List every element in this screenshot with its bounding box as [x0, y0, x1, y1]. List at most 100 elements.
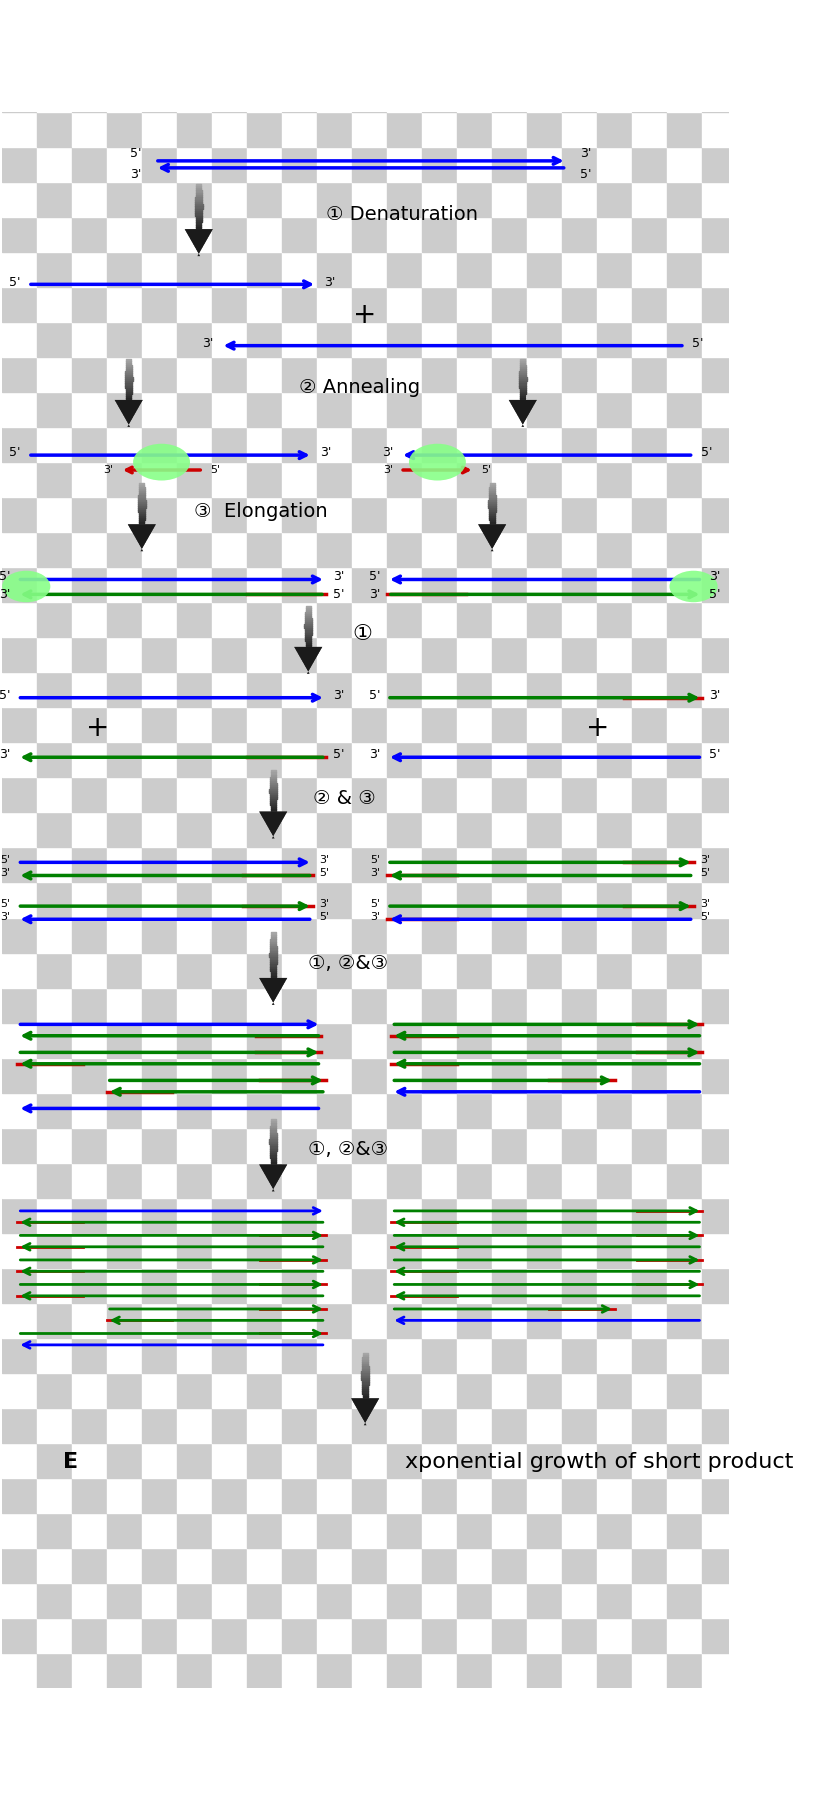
Bar — [212, 252, 247, 286]
Bar — [632, 1127, 667, 1163]
Bar — [702, 812, 737, 848]
Polygon shape — [259, 812, 287, 835]
Bar — [492, 182, 527, 218]
Bar — [562, 1618, 598, 1652]
Bar — [667, 567, 702, 603]
Bar — [317, 1408, 352, 1444]
Bar — [632, 1233, 667, 1267]
Bar — [422, 882, 457, 918]
Bar — [37, 1127, 71, 1163]
Bar — [632, 182, 667, 218]
Polygon shape — [353, 1400, 378, 1404]
Bar — [37, 1197, 71, 1233]
Bar — [177, 182, 212, 218]
Bar — [527, 1514, 562, 1548]
Bar — [247, 637, 282, 673]
Bar — [702, 1582, 737, 1618]
Bar — [598, 252, 632, 286]
Bar — [2, 1058, 37, 1093]
Bar — [352, 182, 387, 218]
Bar — [37, 1303, 71, 1337]
Bar — [562, 1233, 598, 1267]
Polygon shape — [521, 421, 525, 425]
Bar — [667, 427, 702, 463]
Bar — [2, 1478, 37, 1514]
Bar — [212, 848, 247, 882]
Bar — [598, 1444, 632, 1478]
Bar — [212, 1058, 247, 1093]
Bar — [71, 112, 107, 148]
Bar — [492, 77, 527, 112]
Bar — [527, 567, 562, 603]
Polygon shape — [120, 409, 138, 410]
Text: ② & ③: ② & ③ — [313, 790, 375, 808]
Bar — [702, 1444, 737, 1478]
Bar — [107, 148, 142, 182]
Bar — [598, 1582, 632, 1618]
Bar — [632, 497, 667, 533]
Bar — [282, 1444, 317, 1478]
Text: ③  Elongation: ③ Elongation — [194, 502, 328, 522]
Bar — [598, 392, 632, 427]
Bar — [632, 1373, 667, 1408]
Bar — [177, 1337, 212, 1373]
Bar — [492, 952, 527, 988]
Bar — [422, 1233, 457, 1267]
Bar — [492, 1058, 527, 1093]
Bar — [177, 427, 212, 463]
Bar — [177, 1478, 212, 1514]
Bar — [387, 218, 422, 252]
Bar — [457, 1478, 492, 1514]
Bar — [387, 1022, 422, 1058]
Bar — [71, 778, 107, 812]
Bar — [212, 812, 247, 848]
Bar — [247, 1408, 282, 1444]
Bar — [2, 148, 37, 182]
Bar — [527, 673, 562, 707]
Bar — [317, 463, 352, 497]
Bar — [212, 182, 247, 218]
Bar — [71, 1163, 107, 1197]
Bar — [107, 812, 142, 848]
Bar — [598, 322, 632, 356]
Bar — [667, 112, 702, 148]
Bar — [527, 952, 562, 988]
Bar — [457, 112, 492, 148]
Bar — [317, 1127, 352, 1163]
Bar — [352, 356, 387, 392]
Text: 3': 3' — [320, 855, 330, 864]
Bar — [632, 1197, 667, 1233]
Bar — [702, 252, 737, 286]
Bar — [71, 1444, 107, 1478]
Bar — [212, 1408, 247, 1444]
Bar — [598, 778, 632, 812]
Bar — [71, 427, 107, 463]
Bar — [2, 952, 37, 988]
Polygon shape — [267, 992, 280, 994]
Polygon shape — [127, 425, 130, 427]
Bar — [387, 463, 422, 497]
Bar — [492, 218, 527, 252]
Bar — [492, 988, 527, 1022]
Bar — [282, 778, 317, 812]
Bar — [2, 1548, 37, 1582]
Bar — [632, 1618, 667, 1652]
Text: 3': 3' — [370, 911, 380, 922]
Bar — [702, 603, 737, 637]
Bar — [527, 1022, 562, 1058]
Bar — [667, 252, 702, 286]
Bar — [387, 988, 422, 1022]
Bar — [282, 918, 317, 952]
Bar — [212, 1163, 247, 1197]
Bar — [527, 637, 562, 673]
Bar — [492, 882, 527, 918]
Polygon shape — [139, 544, 145, 545]
Bar — [667, 1514, 702, 1548]
Polygon shape — [483, 533, 501, 535]
Text: 3': 3' — [130, 169, 142, 182]
Bar — [71, 463, 107, 497]
Bar — [212, 1303, 247, 1337]
Bar — [282, 1233, 317, 1267]
Bar — [562, 1337, 598, 1373]
Bar — [71, 1408, 107, 1444]
